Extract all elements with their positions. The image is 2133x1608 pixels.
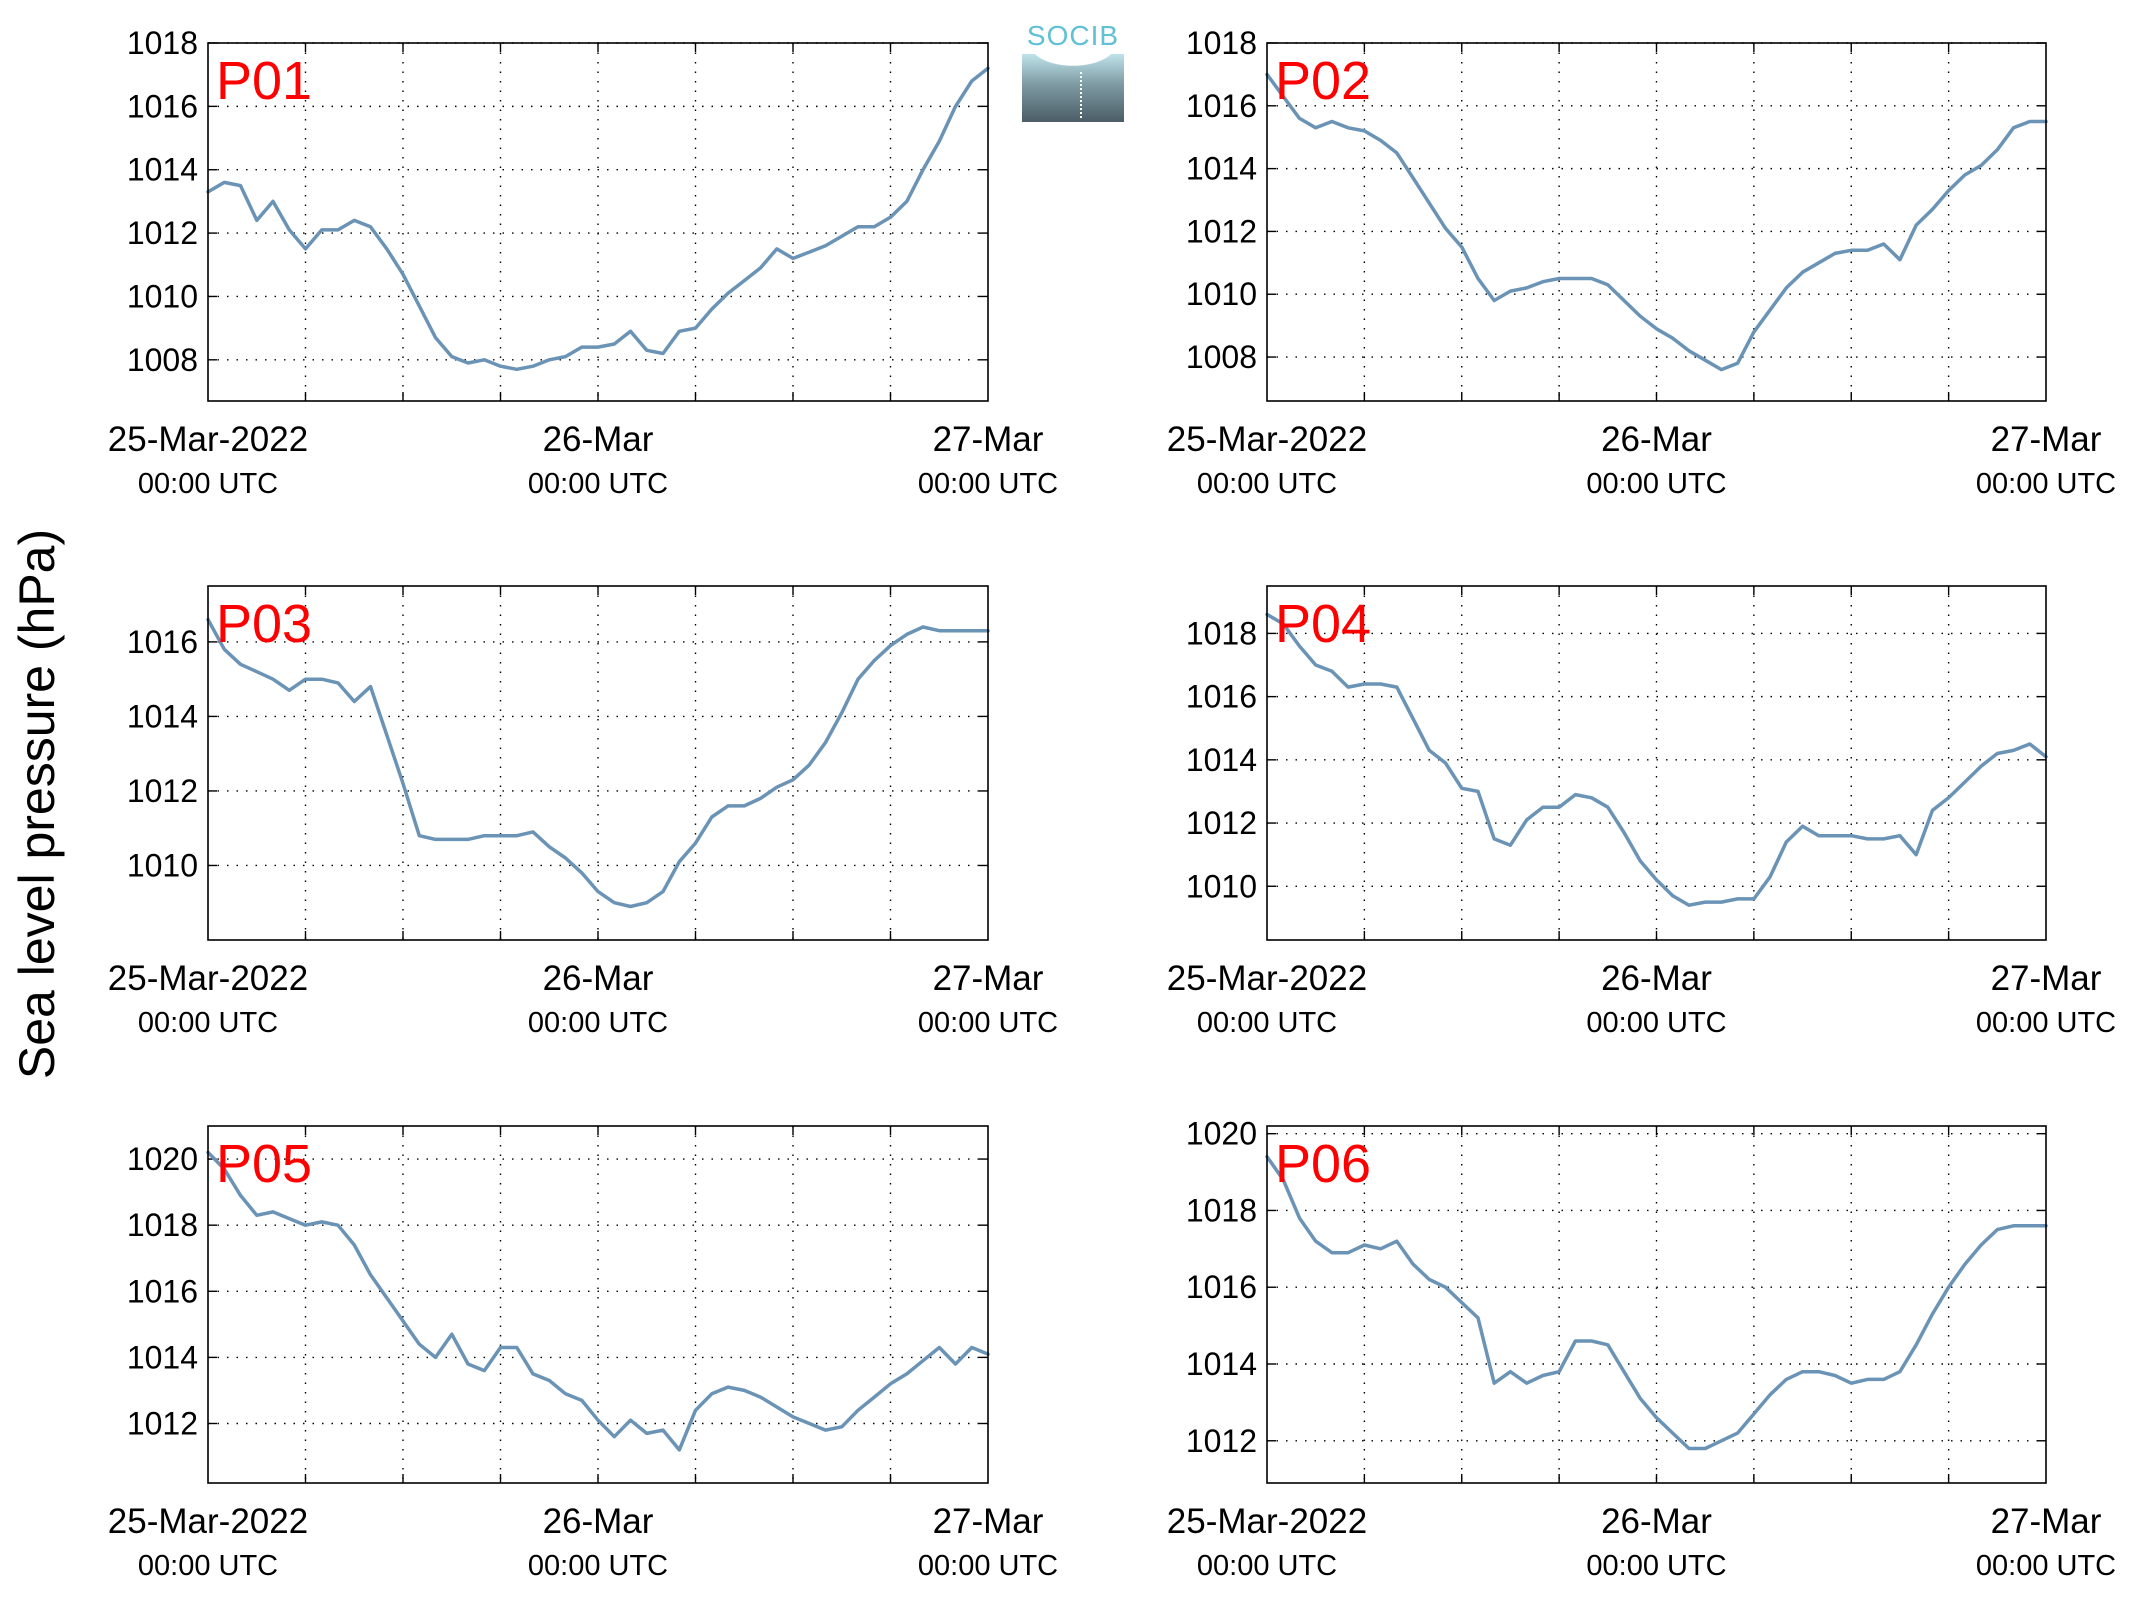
x-tick-label-date: 27-Mar bbox=[933, 420, 1044, 459]
y-tick-label: 1014 bbox=[127, 698, 198, 734]
y-tick-label: 1014 bbox=[127, 1339, 198, 1375]
y-tick-label: 1008 bbox=[1186, 339, 1257, 375]
x-tick-label-time: 00:00 UTC bbox=[528, 1550, 668, 1582]
y-tick-label: 1010 bbox=[127, 847, 198, 883]
series-line bbox=[1265, 1154, 2048, 1451]
logo-graphic bbox=[1022, 54, 1124, 122]
x-tick-label-time: 00:00 UTC bbox=[138, 1550, 278, 1582]
y-tick-label: 1018 bbox=[1186, 615, 1257, 651]
x-tick-label-date: 27-Mar bbox=[933, 1502, 1044, 1541]
x-tick-label-time: 00:00 UTC bbox=[1586, 1550, 1726, 1582]
x-tick-label-date: 25-Mar-2022 bbox=[1167, 1502, 1367, 1541]
y-tick-label: 1014 bbox=[127, 152, 198, 188]
x-tick-label-date: 25-Mar-2022 bbox=[1167, 959, 1367, 998]
y-tick-label: 1012 bbox=[1186, 1423, 1257, 1459]
axes-frame bbox=[1266, 1125, 2047, 1484]
y-tick-label: 1016 bbox=[1186, 1269, 1257, 1305]
series-line bbox=[1265, 72, 2048, 372]
panel-label: P05 bbox=[216, 1134, 312, 1194]
x-tick-label-time: 00:00 UTC bbox=[138, 1007, 278, 1039]
x-tick-label-time: 00:00 UTC bbox=[1197, 1007, 1337, 1039]
x-tick-label-time: 00:00 UTC bbox=[1976, 1550, 2116, 1582]
y-tick-label: 1012 bbox=[1186, 213, 1257, 249]
x-tick-label-time: 00:00 UTC bbox=[918, 1550, 1058, 1582]
x-tick-label-time: 00:00 UTC bbox=[918, 1007, 1058, 1039]
y-tick-label: 1016 bbox=[1186, 88, 1257, 124]
x-tick-label-date: 27-Mar bbox=[1991, 420, 2102, 459]
logo-text: SOCIB bbox=[1026, 20, 1120, 51]
x-tick-label-date: 26-Mar bbox=[1601, 959, 1712, 998]
x-tick-label-date: 26-Mar bbox=[1601, 420, 1712, 459]
y-tick-label: 1018 bbox=[1186, 25, 1257, 61]
axes-frame bbox=[207, 1125, 989, 1484]
y-tick-label: 1020 bbox=[127, 1141, 198, 1177]
y-tick-label: 1012 bbox=[127, 1406, 198, 1442]
axes-frame bbox=[1266, 42, 2047, 402]
x-tick-label-time: 00:00 UTC bbox=[1586, 1007, 1726, 1039]
panel-label: P02 bbox=[1275, 51, 1371, 111]
x-tick-label-date: 27-Mar bbox=[1991, 1502, 2102, 1541]
x-tick-label-date: 25-Mar-2022 bbox=[1167, 420, 1367, 459]
y-tick-label: 1016 bbox=[127, 88, 198, 124]
x-tick-label-date: 25-Mar-2022 bbox=[108, 1502, 308, 1541]
x-tick-label-date: 26-Mar bbox=[543, 1502, 654, 1541]
y-axis-label-container: Sea level pressure (hPa) bbox=[9, 529, 65, 1079]
y-tick-label: 1012 bbox=[1186, 805, 1257, 841]
panel-p06: 1012 1014 1016 1018 1020 P06 25-Mar-2022 00:00 … bbox=[1167, 1116, 2116, 1582]
y-tick-label: 1014 bbox=[1186, 1346, 1257, 1382]
y-tick-label: 1018 bbox=[127, 25, 198, 61]
x-tick-label-time: 00:00 UTC bbox=[528, 1007, 668, 1039]
panel-p05: 1012 1014 1016 1018 1020 P05 25-Mar-2022 00:00 … bbox=[108, 1125, 1058, 1582]
axes-frame bbox=[207, 42, 989, 402]
panel-label: P06 bbox=[1275, 1134, 1371, 1194]
y-tick-label: 1020 bbox=[1186, 1116, 1257, 1152]
series-line bbox=[206, 617, 990, 909]
y-tick-label: 1010 bbox=[1186, 276, 1257, 312]
series-line bbox=[206, 66, 990, 372]
y-tick-label: 1008 bbox=[127, 342, 198, 378]
panel-label: P01 bbox=[216, 51, 312, 111]
panel-p03: 1010 1012 1014 1016 P03 25-Mar-2022 00:00 UTC 2… bbox=[108, 585, 1058, 1039]
panel-p02: 1008 1010 1012 1014 1016 1018 P02 25-Mar-2022 00… bbox=[1167, 25, 2116, 500]
axes-frame bbox=[1266, 585, 2047, 941]
y-axis-label: Sea level pressure (hPa) bbox=[9, 529, 65, 1079]
x-tick-label-date: 27-Mar bbox=[1991, 959, 2102, 998]
y-tick-label: 1018 bbox=[127, 1207, 198, 1243]
x-tick-label-time: 00:00 UTC bbox=[1976, 468, 2116, 500]
axes-frame bbox=[207, 585, 989, 941]
x-tick-label-time: 00:00 UTC bbox=[528, 468, 668, 500]
x-tick-label-time: 00:00 UTC bbox=[1976, 1007, 2116, 1039]
x-tick-label-date: 26-Mar bbox=[543, 420, 654, 459]
x-tick-label-time: 00:00 UTC bbox=[1197, 1550, 1337, 1582]
panel-label: P03 bbox=[216, 594, 312, 654]
series-line bbox=[206, 1150, 990, 1452]
x-tick-label-date: 25-Mar-2022 bbox=[108, 420, 308, 459]
panel-label: P04 bbox=[1275, 594, 1371, 654]
x-tick-label-time: 00:00 UTC bbox=[918, 468, 1058, 500]
x-tick-label-date: 25-Mar-2022 bbox=[108, 959, 308, 998]
y-tick-label: 1012 bbox=[127, 215, 198, 251]
y-tick-label: 1016 bbox=[127, 624, 198, 660]
x-tick-label-time: 00:00 UTC bbox=[1197, 468, 1337, 500]
y-tick-label: 1016 bbox=[127, 1273, 198, 1309]
x-tick-label-time: 00:00 UTC bbox=[138, 468, 278, 500]
y-tick-label: 1016 bbox=[1186, 679, 1257, 715]
y-tick-label: 1014 bbox=[1186, 742, 1257, 778]
panel-p01: 1008 1010 1012 1014 1016 1018 P01 25-Mar-2022 00… bbox=[108, 25, 1058, 500]
y-tick-label: 1010 bbox=[127, 278, 198, 314]
y-tick-label: 1012 bbox=[127, 773, 198, 809]
y-tick-label: 1010 bbox=[1186, 868, 1257, 904]
series-line bbox=[1265, 612, 2048, 907]
socib-logo: SOCIB bbox=[1022, 20, 1124, 122]
y-tick-label: 1018 bbox=[1186, 1192, 1257, 1228]
x-tick-label-date: 27-Mar bbox=[933, 959, 1044, 998]
y-tick-label: 1014 bbox=[1186, 151, 1257, 187]
panel-p04: 1010 1012 1014 1016 1018 P04 25-Mar-2022 00:00 … bbox=[1167, 585, 2116, 1039]
x-tick-label-date: 26-Mar bbox=[1601, 1502, 1712, 1541]
x-tick-label-date: 26-Mar bbox=[543, 959, 654, 998]
x-tick-label-time: 00:00 UTC bbox=[1586, 468, 1726, 500]
